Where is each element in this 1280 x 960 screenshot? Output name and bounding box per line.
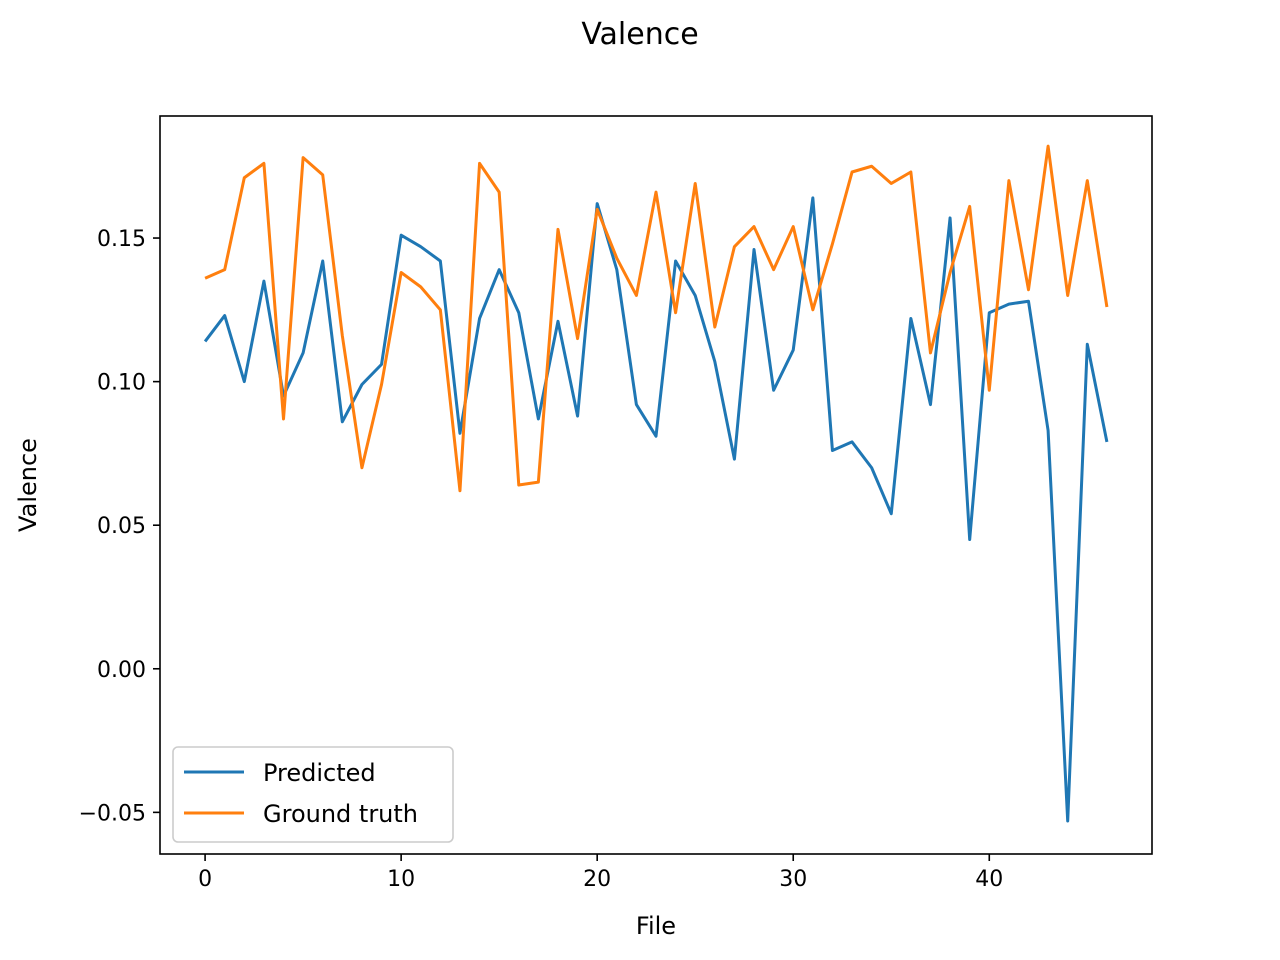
series-layer [203,144,1109,823]
series-line-ground-truth [204,144,1109,493]
y-tick-label: −0.05 [79,801,146,826]
x-tick-label: 0 [198,867,212,892]
y-tick-label: 0.15 [97,227,146,252]
y-tick-label: 0.10 [97,371,146,396]
x-axis: 0 10 20 30 40 [198,854,1003,892]
y-tick-label: 0.05 [97,514,146,539]
x-tick-label: 20 [583,867,611,892]
x-axis-label: File [636,912,676,940]
x-tick-label: 40 [975,867,1003,892]
legend: Predicted Ground truth [172,746,454,843]
x-tick-label: 10 [387,867,415,892]
y-axis: −0.05 0.00 0.05 0.10 0.15 [79,227,160,826]
y-axis-label: Valence [14,438,42,532]
series-line-predicted [203,196,1109,823]
legend-label-predicted: Predicted [263,759,376,787]
y-tick-label: 0.00 [97,658,146,683]
plot-frame [159,115,1153,855]
chart-title: Valence [581,17,698,52]
legend-label-ground-truth: Ground truth [263,800,418,828]
x-tick-label: 30 [779,867,807,892]
